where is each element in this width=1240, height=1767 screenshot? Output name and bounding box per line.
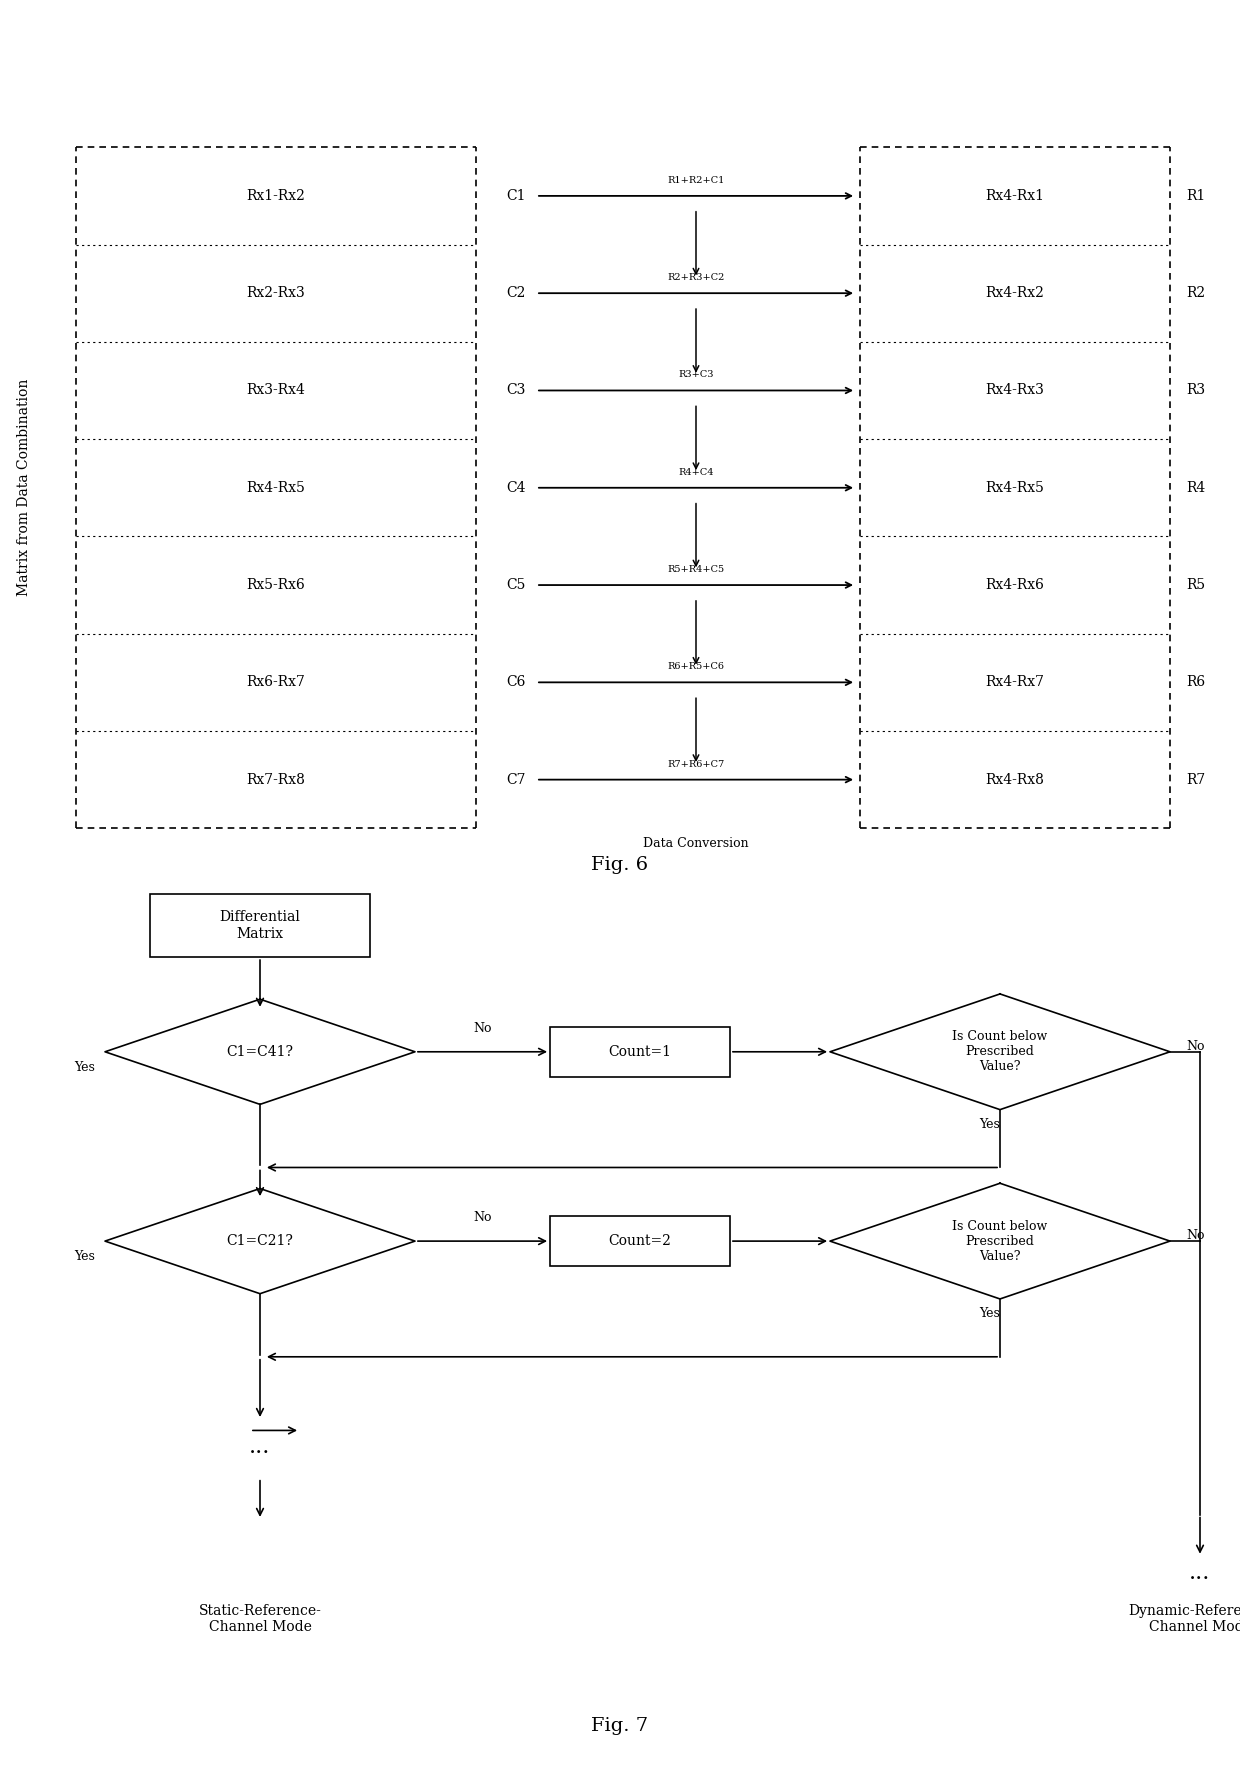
Text: C6: C6	[507, 675, 526, 689]
Text: Fig. 6: Fig. 6	[591, 857, 649, 875]
Text: R5+R4+C5: R5+R4+C5	[667, 565, 724, 574]
Text: Rx4-Rx3: Rx4-Rx3	[986, 383, 1044, 398]
Text: R7+R6+C7: R7+R6+C7	[667, 760, 724, 769]
Text: Static-Reference-
Channel Mode: Static-Reference- Channel Mode	[198, 1604, 321, 1634]
FancyBboxPatch shape	[551, 1027, 730, 1078]
Text: R1: R1	[1185, 189, 1205, 203]
Text: Rx2-Rx3: Rx2-Rx3	[247, 286, 305, 300]
Text: No: No	[474, 1021, 492, 1035]
Text: Rx3-Rx4: Rx3-Rx4	[247, 383, 305, 398]
Text: R2: R2	[1185, 286, 1205, 300]
Text: Rx5-Rx6: Rx5-Rx6	[247, 578, 305, 592]
Text: R1+R2+C1: R1+R2+C1	[667, 177, 724, 186]
Text: Rx1-Rx2: Rx1-Rx2	[247, 189, 305, 203]
Text: R6: R6	[1185, 675, 1205, 689]
Text: R4+C4: R4+C4	[678, 468, 714, 477]
Text: R7: R7	[1185, 772, 1205, 786]
Text: Rx4-Rx8: Rx4-Rx8	[986, 772, 1044, 786]
Text: Rx7-Rx8: Rx7-Rx8	[247, 772, 305, 786]
Text: C2: C2	[507, 286, 526, 300]
Text: Yes: Yes	[74, 1251, 95, 1263]
Text: Count=2: Count=2	[609, 1233, 671, 1248]
Text: No: No	[474, 1212, 492, 1225]
Text: Data Conversion: Data Conversion	[644, 838, 749, 850]
Text: Count=1: Count=1	[609, 1044, 672, 1058]
Text: Rx4-Rx1: Rx4-Rx1	[986, 189, 1044, 203]
Text: No: No	[1185, 1041, 1204, 1053]
Text: Yes: Yes	[980, 1308, 1001, 1320]
Text: No: No	[1185, 1230, 1204, 1242]
Text: R2+R3+C2: R2+R3+C2	[667, 274, 724, 283]
Text: R6+R5+C6: R6+R5+C6	[667, 663, 724, 671]
Text: C5: C5	[507, 578, 526, 592]
Text: Is Count below
Prescribed
Value?: Is Count below Prescribed Value?	[952, 1030, 1048, 1073]
Text: R4: R4	[1185, 481, 1205, 495]
Text: R3: R3	[1185, 383, 1205, 398]
Text: Rx6-Rx7: Rx6-Rx7	[247, 675, 305, 689]
Text: Rx4-Rx5: Rx4-Rx5	[986, 481, 1044, 495]
Text: Dynamic-Reference-
Channel Mode: Dynamic-Reference- Channel Mode	[1128, 1604, 1240, 1634]
Text: Is Count below
Prescribed
Value?: Is Count below Prescribed Value?	[952, 1219, 1048, 1263]
Text: C7: C7	[506, 772, 526, 786]
Text: Rx4-Rx7: Rx4-Rx7	[986, 675, 1044, 689]
Text: ...: ...	[1189, 1562, 1210, 1583]
Text: C1=C41?: C1=C41?	[227, 1044, 294, 1058]
Text: Rx4-Rx2: Rx4-Rx2	[986, 286, 1044, 300]
FancyBboxPatch shape	[551, 1216, 730, 1267]
Text: Yes: Yes	[74, 1060, 95, 1074]
Text: Rx4-Rx6: Rx4-Rx6	[986, 578, 1044, 592]
Text: C1=C21?: C1=C21?	[227, 1233, 294, 1248]
Text: Matrix from Data Combination: Matrix from Data Combination	[17, 380, 31, 597]
Text: Fig. 7: Fig. 7	[591, 1718, 649, 1735]
Text: Differential
Matrix: Differential Matrix	[219, 910, 300, 940]
Text: Yes: Yes	[980, 1119, 1001, 1131]
Text: Rx4-Rx5: Rx4-Rx5	[247, 481, 305, 495]
Text: ...: ...	[249, 1435, 270, 1458]
FancyBboxPatch shape	[150, 894, 370, 958]
Text: R3+C3: R3+C3	[678, 371, 714, 380]
Text: C3: C3	[507, 383, 526, 398]
Text: C4: C4	[506, 481, 526, 495]
Text: C1: C1	[506, 189, 526, 203]
Text: R5: R5	[1185, 578, 1205, 592]
